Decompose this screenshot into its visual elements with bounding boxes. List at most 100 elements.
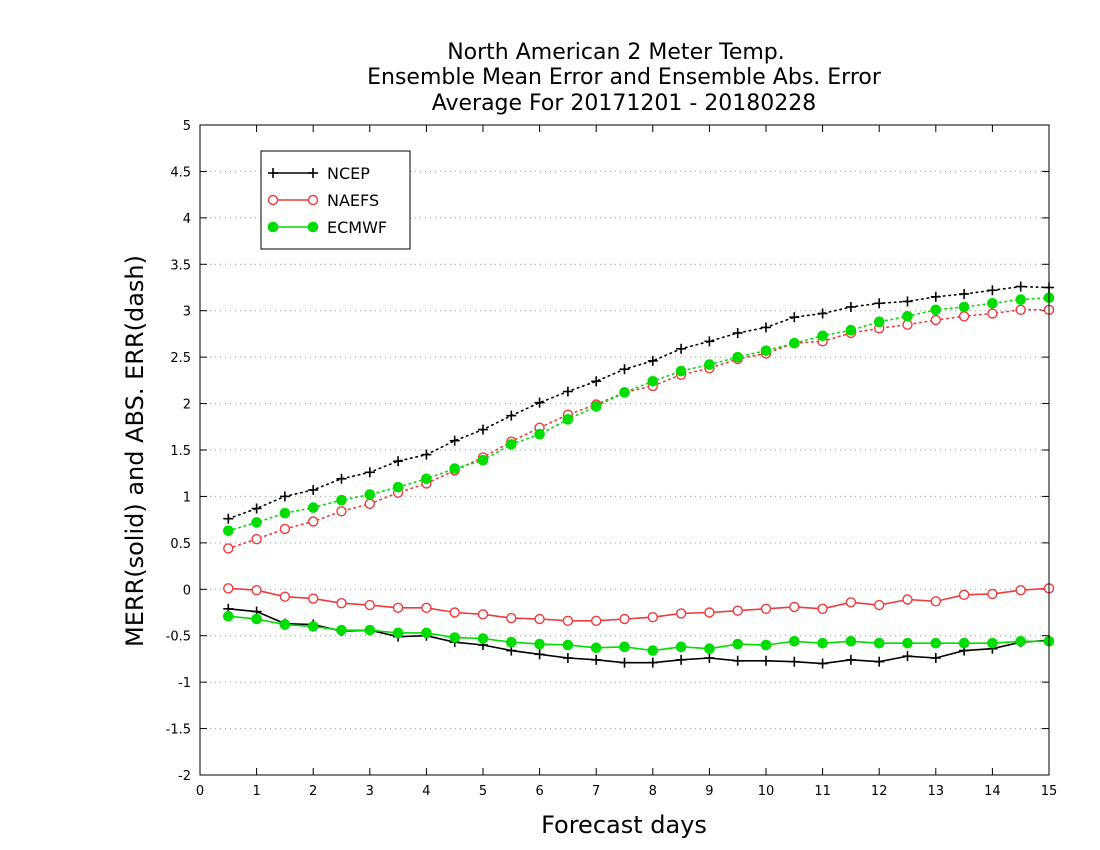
series-ecmwf-mean-error-point <box>732 638 744 650</box>
series-naefs-abs-error-point <box>336 506 347 517</box>
series-ncep-abs-error-point <box>308 484 319 495</box>
series-naefs-mean-error-point <box>251 585 262 596</box>
series-naefs <box>223 304 1055 627</box>
series-ncep-abs-error-point <box>732 328 743 338</box>
series-naefs-mean-error-point <box>534 613 545 625</box>
series-ncep-mean-error-point <box>647 657 658 668</box>
y-tick-label: 3.5 <box>170 258 191 273</box>
series-naefs-mean-error-point <box>789 601 800 613</box>
series-ecmwf-abs-error-point <box>789 337 800 349</box>
series-ncep-mean-error-point <box>761 655 771 666</box>
y-tick-label: -2 <box>178 769 191 784</box>
series-ecmwf-abs-error-point <box>279 507 291 519</box>
series-naefs-mean-error-point <box>619 613 630 625</box>
series-ecmwf-abs-error-point <box>930 304 942 316</box>
legend: NCEP NAEFS ECMWF <box>260 150 411 250</box>
legend-marker-ecmwf <box>267 221 279 233</box>
x-tick-label: 0 <box>196 784 204 799</box>
series-ncep-mean-error-point <box>817 658 828 669</box>
series-ncep-abs-error-point <box>789 312 800 323</box>
series-ncep <box>223 281 1054 669</box>
series-naefs-mean-error-point <box>279 591 291 602</box>
series-ncep-abs-error-point <box>704 336 715 347</box>
series-naefs-mean-error-point <box>987 588 998 600</box>
series-ecmwf-abs-error-point <box>675 365 687 377</box>
series-ecmwf-abs-error-point <box>449 463 461 474</box>
x-tick-label: 4 <box>422 784 430 799</box>
series-naefs-mean-error-point <box>308 593 319 604</box>
series-ecmwf-abs-error-point <box>534 428 545 440</box>
series-ecmwf-abs-error-line <box>227 296 1050 532</box>
series-ecmwf-mean-error-point <box>534 638 545 650</box>
title-line-2: Ensemble Mean Error and Ensemble Abs. Er… <box>367 65 882 90</box>
series-ecmwf-abs-error-point <box>619 387 630 398</box>
series-naefs-mean-error-point <box>506 612 517 624</box>
series-ecmwf-abs-error-point <box>590 401 602 412</box>
series-ecmwf-mean-error-point <box>958 637 970 649</box>
x-tick-label: 1 <box>252 784 260 799</box>
series-ncep-abs-error-point <box>647 355 658 366</box>
x-tick-label: 12 <box>871 784 888 799</box>
series-naefs-mean-error-point <box>958 589 970 601</box>
series-naefs-abs-error-point <box>223 543 234 554</box>
series-ecmwf-mean-error-point <box>647 645 659 656</box>
series-ecmwf-mean-error-point <box>562 639 574 651</box>
series-naefs-mean-error-point <box>1015 585 1026 596</box>
legend-marker-naefs <box>307 194 319 206</box>
series-ecmwf-abs-error-point <box>477 454 489 466</box>
series-layer <box>223 281 1055 669</box>
y-tick-label: 0 <box>183 583 191 598</box>
series-ecmwf-mean-error-line <box>228 615 1049 652</box>
series-ncep-abs-error-point <box>478 424 488 435</box>
series-ecmwf-abs-error-point <box>251 517 262 528</box>
series-ecmwf-abs-error-point <box>223 525 234 537</box>
legend-marker-ecmwf <box>307 221 319 233</box>
series-ncep-mean-error-point <box>789 656 800 667</box>
legend-marker-naefs <box>267 194 279 206</box>
series-ncep-abs-error-point <box>930 291 941 302</box>
y-tick-label: 3 <box>183 305 191 320</box>
series-ncep-abs-error-point <box>817 308 828 319</box>
series-ecmwf-mean-error-point <box>930 637 942 649</box>
series-ecmwf-mean-error-point <box>675 641 687 653</box>
series-ecmwf-mean-error-point <box>760 639 772 651</box>
series-ncep-abs-error-point <box>619 364 630 375</box>
legend-label-ncep: NCEP <box>327 164 370 183</box>
series-naefs-abs-error-point <box>987 308 998 319</box>
x-tick-label: 3 <box>366 784 374 799</box>
series-ecmwf-mean-error-point <box>279 619 291 630</box>
series-naefs-mean-error-point <box>562 615 574 627</box>
series-ncep-abs-error-point <box>987 285 998 296</box>
series-ncep-mean-error-point <box>562 653 573 663</box>
series-ecmwf-mean-error-point <box>1015 635 1027 647</box>
series-ecmwf-mean-error-point <box>251 613 262 625</box>
series-ecmwf-mean-error-point <box>845 635 857 647</box>
series-naefs-mean-error-point <box>364 599 375 611</box>
series-ecmwf-abs-error-point <box>987 297 998 309</box>
title-line-3: Average For 20171201 - 20180228 <box>432 91 817 116</box>
y-tick-label: -0.5 <box>166 630 191 645</box>
series-ecmwf-mean-error-point <box>873 637 885 649</box>
series-ncep-mean-error-point <box>704 653 715 663</box>
series-naefs-mean-error-point <box>874 599 885 611</box>
series-ncep-abs-error-point <box>874 298 885 309</box>
series-ecmwf-mean-error-point <box>902 637 913 649</box>
y-tick-label: 4.5 <box>170 165 191 180</box>
series-ecmwf-mean-error-point <box>392 627 404 639</box>
series-naefs-mean-error-point <box>675 608 687 619</box>
x-tick-label: 2 <box>309 784 317 799</box>
series-ecmwf-abs-error-point <box>873 316 885 328</box>
series-naefs-mean-error-point <box>930 596 941 607</box>
x-tick-label: 8 <box>649 784 657 799</box>
series-ncep-mean-error-point <box>845 654 856 665</box>
chart-title: North American 2 Meter Temp. Ensemble Me… <box>367 40 882 116</box>
series-ecmwf-mean-error-point <box>336 624 347 636</box>
y-tick-label: -1 <box>178 676 191 691</box>
series-ecmwf-mean-error-point <box>619 641 630 653</box>
series-ncep-abs-error-point <box>845 302 856 312</box>
series-ncep-abs-error-point <box>449 435 460 446</box>
series-ecmwf-mean-error-point <box>477 633 489 644</box>
series-ncep-mean-error-point <box>874 656 885 667</box>
axis-ticks: -2-1.5-1-0.500.511.522.533.544.550 1 2 3 4 5 6… <box>166 119 1058 799</box>
